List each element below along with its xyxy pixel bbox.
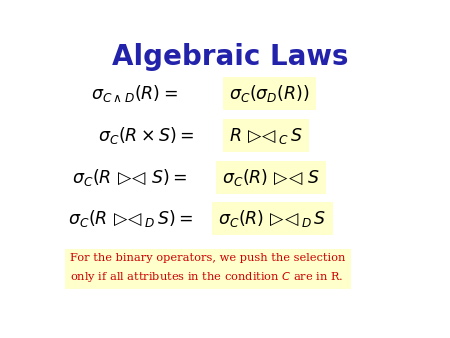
Text: Algebraic Laws: Algebraic Laws — [112, 44, 349, 71]
Text: $\sigma_C(R)\,\triangleright\!\!\triangleleft_D\, S$: $\sigma_C(R)\,\triangleright\!\!\triangl… — [218, 208, 327, 230]
Text: $\sigma_C(\sigma_D(R))$: $\sigma_C(\sigma_D(R))$ — [229, 83, 310, 104]
Text: $\sigma_{C\wedge D}(R) = $: $\sigma_{C\wedge D}(R) = $ — [91, 83, 178, 104]
Text: $\sigma_C(R\,\triangleright\!\!\triangleleft_D\, S) = $: $\sigma_C(R\,\triangleright\!\!\triangle… — [68, 208, 194, 230]
Text: For the binary operators, we push the selection
only if all attributes in the co: For the binary operators, we push the se… — [70, 253, 346, 284]
Text: $R\,\triangleright\!\!\triangleleft_C\, S$: $R\,\triangleright\!\!\triangleleft_C\, … — [229, 125, 303, 146]
Text: $\sigma_C(R\,\triangleright\!\!\triangleleft\, S) = $: $\sigma_C(R\,\triangleright\!\!\triangle… — [72, 167, 187, 188]
Text: $\sigma_C(R)\,\triangleright\!\!\triangleleft\, S$: $\sigma_C(R)\,\triangleright\!\!\triangl… — [222, 167, 320, 188]
Text: $\sigma_C(R\times S) = $: $\sigma_C(R\times S) = $ — [98, 125, 194, 146]
